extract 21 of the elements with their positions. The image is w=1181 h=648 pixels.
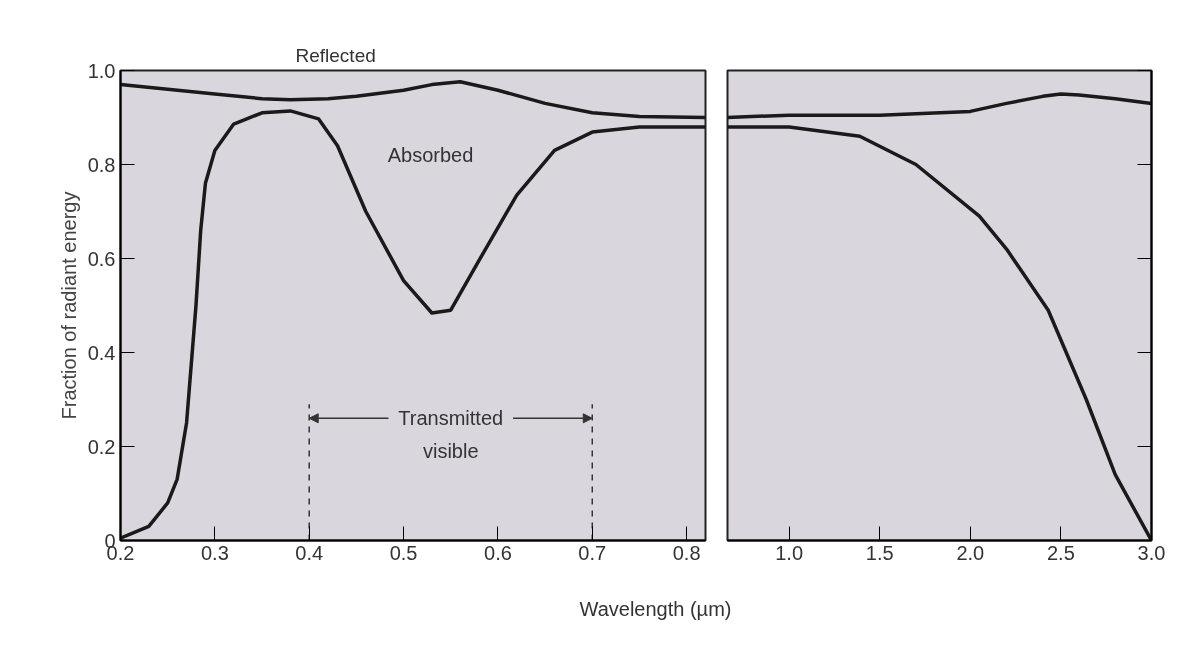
y-tick-label: 0.6 bbox=[87, 247, 116, 270]
x-tick-label: 1.5 bbox=[865, 541, 894, 564]
x-tick-label: 2.5 bbox=[1047, 541, 1075, 564]
annotation: Transmitted visible bbox=[398, 407, 504, 463]
y-tick-label: 0.2 bbox=[87, 435, 116, 458]
y-tick-label: 1.0 bbox=[87, 59, 116, 82]
x-tick-label: 1.0 bbox=[775, 541, 804, 564]
y-axis-title: Fraction of radiant energy bbox=[57, 191, 80, 420]
x-tick-label: 3.0 bbox=[1137, 541, 1166, 564]
x-tick-label: 0.7 bbox=[578, 541, 607, 564]
x-tick-label: 0.5 bbox=[389, 541, 418, 564]
x-tick-label: 0.6 bbox=[484, 541, 512, 564]
y-tick-label: 0.4 bbox=[87, 341, 116, 364]
x-tick-label: 0.4 bbox=[295, 541, 324, 564]
y-tick-label: 0.8 bbox=[87, 153, 116, 176]
annotation: Absorbed bbox=[387, 144, 474, 167]
x-tick-label: 2.0 bbox=[956, 541, 985, 564]
text: Reflected bbox=[295, 44, 376, 66]
x-axis-title: Wavelength (µm) bbox=[579, 597, 732, 622]
x-tick-label: 0.8 bbox=[672, 541, 701, 564]
x-tick-label: 0.3 bbox=[200, 541, 229, 564]
